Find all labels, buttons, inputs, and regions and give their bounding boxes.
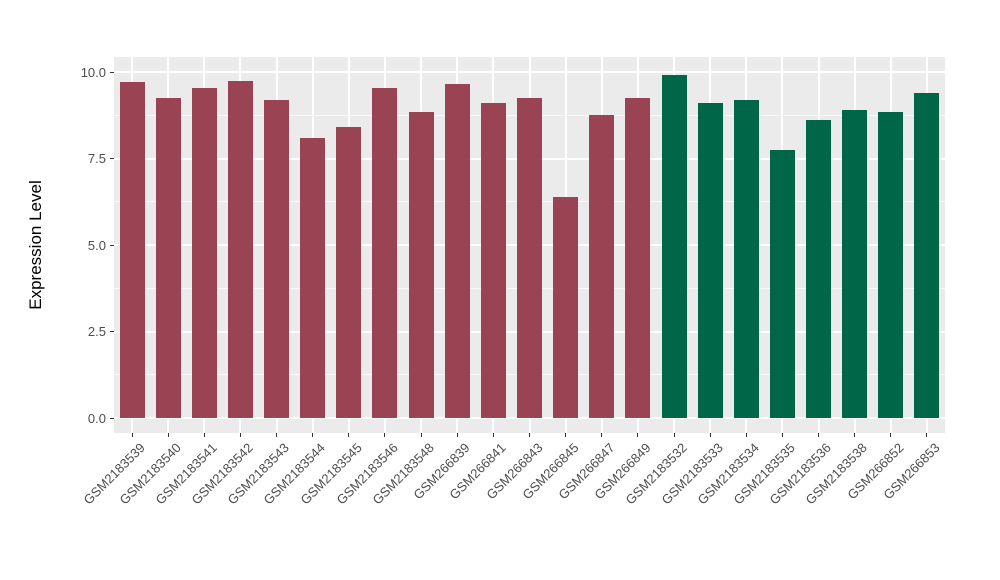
x-tick	[781, 433, 783, 437]
bar	[553, 196, 579, 418]
bar	[914, 92, 940, 418]
x-tick	[926, 433, 928, 437]
bar	[842, 110, 868, 418]
y-tick	[110, 331, 114, 332]
x-tick	[131, 433, 133, 437]
bar	[336, 127, 362, 418]
bar	[878, 111, 904, 418]
x-tick	[167, 433, 169, 437]
y-tick	[110, 244, 114, 246]
x-tick	[348, 433, 350, 437]
y-tick-label: 2.5	[87, 324, 106, 339]
bar	[408, 111, 434, 418]
x-tick	[203, 433, 205, 437]
bar	[300, 137, 326, 418]
y-tick	[110, 158, 114, 159]
x-tick	[565, 433, 567, 437]
x-tick	[276, 433, 278, 437]
x-tick	[854, 433, 856, 437]
x-tick	[420, 433, 422, 437]
x-tick	[890, 433, 892, 437]
y-tick-label: 0.0	[87, 410, 106, 426]
x-tick	[745, 433, 747, 437]
x-tick	[456, 433, 458, 437]
bar	[625, 97, 651, 418]
bar	[372, 87, 398, 418]
x-tick	[709, 433, 711, 437]
gridline-major	[114, 417, 945, 419]
bar	[444, 84, 470, 418]
y-tick-label: 5.0	[87, 237, 106, 253]
bar	[806, 120, 832, 418]
y-axis-title-text: Expression Level	[26, 180, 45, 310]
x-tick	[818, 433, 820, 437]
x-tick	[384, 433, 386, 437]
bar	[480, 103, 506, 418]
y-tick-label: 10.0	[80, 64, 106, 80]
bar	[119, 82, 145, 418]
bar	[769, 149, 795, 418]
x-tick	[529, 433, 530, 437]
gridline-major	[114, 71, 945, 73]
plot-panel	[114, 57, 945, 433]
bar	[733, 99, 759, 418]
x-tick	[673, 433, 675, 437]
x-tick	[312, 433, 314, 437]
x-tick	[492, 433, 494, 437]
y-tick	[110, 417, 114, 419]
bar	[661, 75, 687, 418]
bar	[155, 97, 181, 418]
x-tick-label: GSM2183539	[80, 440, 148, 508]
bar	[697, 103, 723, 418]
bar	[517, 97, 542, 418]
bar	[589, 115, 615, 418]
x-tick	[601, 433, 603, 437]
y-tick	[110, 71, 114, 73]
bar	[264, 99, 290, 418]
x-tick	[239, 433, 241, 437]
bar	[227, 80, 253, 418]
y-tick-label: 7.5	[87, 151, 106, 166]
x-tick	[637, 433, 639, 437]
bar	[191, 87, 217, 418]
